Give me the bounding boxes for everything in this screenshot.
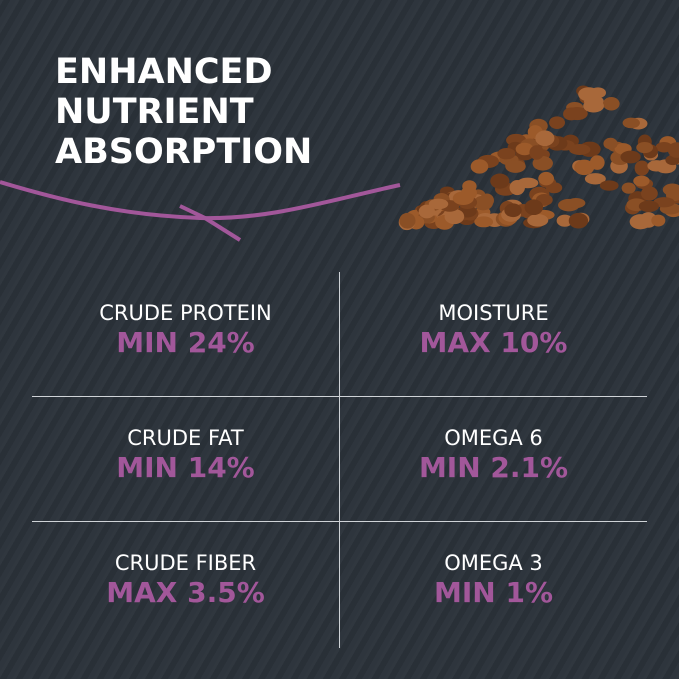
kibble-piece xyxy=(647,160,666,172)
kibble-piece xyxy=(566,197,586,209)
nutrient-omega-3: OMEGA 3 MIN 1% xyxy=(340,550,647,610)
kibble-piece xyxy=(584,173,606,185)
kibble-piece xyxy=(620,150,641,164)
nutrient-label: CRUDE PROTEIN xyxy=(99,301,272,325)
kibble-piece xyxy=(622,117,640,129)
kibble-piece xyxy=(556,214,573,227)
kibble-piece xyxy=(599,180,619,191)
kibble-piece xyxy=(452,191,474,206)
nutrient-crude-fat: CRUDE FAT MIN 14% xyxy=(32,425,339,485)
nutrient-label: OMEGA 3 xyxy=(444,551,543,575)
kibble-piece xyxy=(474,216,494,228)
nutrient-grid: CRUDE PROTEIN MIN 24% MOISTURE MAX 10% C… xyxy=(32,272,647,648)
kibble-piece xyxy=(589,155,605,170)
nutrient-crude-protein: CRUDE PROTEIN MIN 24% xyxy=(32,300,339,360)
kibble-piece xyxy=(634,160,650,176)
kibble-piece xyxy=(504,203,522,218)
kibble-piece xyxy=(473,195,493,211)
headline-line: ENHANCED xyxy=(55,52,273,92)
kibble-piece xyxy=(538,171,554,186)
kibble-piece xyxy=(583,99,604,113)
nutrient-label: OMEGA 6 xyxy=(444,426,543,450)
kibble-piece xyxy=(549,116,565,129)
kibble-piece xyxy=(636,141,654,154)
kibble-piece xyxy=(470,159,489,174)
nutrient-value: MIN 1% xyxy=(434,576,553,609)
kibble-piece xyxy=(509,180,525,196)
kibble-piece xyxy=(527,214,549,227)
headline-line: ABSORPTION xyxy=(55,132,313,172)
kibble-piece xyxy=(569,143,591,155)
headline-line: NUTRIENT xyxy=(55,92,254,132)
kibble-piece xyxy=(640,186,658,201)
nutrient-value: MIN 14% xyxy=(116,451,255,484)
kibble-piece xyxy=(497,147,516,160)
divider xyxy=(32,396,647,397)
kibble-piece xyxy=(603,137,618,150)
nutrient-moisture: MOISTURE MAX 10% xyxy=(340,300,647,360)
kibble-piece xyxy=(602,97,620,111)
kibble-piece xyxy=(568,212,589,229)
kibble-pile-image xyxy=(398,85,679,231)
nutrient-label: CRUDE FAT xyxy=(127,426,244,450)
kibble-piece xyxy=(515,142,534,156)
kibble-piece xyxy=(651,214,666,227)
kibble-piece xyxy=(399,212,416,229)
nutrient-value: MAX 10% xyxy=(419,326,568,359)
kibble-piece xyxy=(633,175,650,187)
nutrient-label: MOISTURE xyxy=(438,301,549,325)
nutrient-value: MIN 24% xyxy=(116,326,255,359)
nutrient-crude-fiber: CRUDE FIBER MAX 3.5% xyxy=(32,550,339,610)
kibble-piece xyxy=(566,106,588,121)
kibble-piece xyxy=(667,142,679,158)
kibble-piece xyxy=(524,199,544,216)
kibble-piece xyxy=(444,208,465,225)
nutrient-omega-6: OMEGA 6 MIN 2.1% xyxy=(340,425,647,485)
kibble-piece xyxy=(490,173,510,189)
kibble-piece xyxy=(574,159,595,176)
kibble-piece xyxy=(505,160,526,173)
divider xyxy=(339,272,340,648)
kibble-piece xyxy=(418,204,435,219)
kibble-piece xyxy=(578,87,600,102)
kibble-piece xyxy=(428,198,449,210)
kibble-piece xyxy=(529,145,544,160)
nutrient-value: MAX 3.5% xyxy=(106,576,265,609)
kibble-piece xyxy=(535,130,555,147)
kibble-piece xyxy=(653,197,675,208)
divider xyxy=(32,521,647,522)
kibble-piece xyxy=(621,182,636,194)
arrow-icon xyxy=(0,180,401,242)
headline: ENHANCED NUTRIENT ABSORPTION xyxy=(55,52,312,172)
nutrient-value: MIN 2.1% xyxy=(418,451,569,484)
nutrient-label: CRUDE FIBER xyxy=(114,551,257,575)
kibble-piece xyxy=(638,200,659,213)
